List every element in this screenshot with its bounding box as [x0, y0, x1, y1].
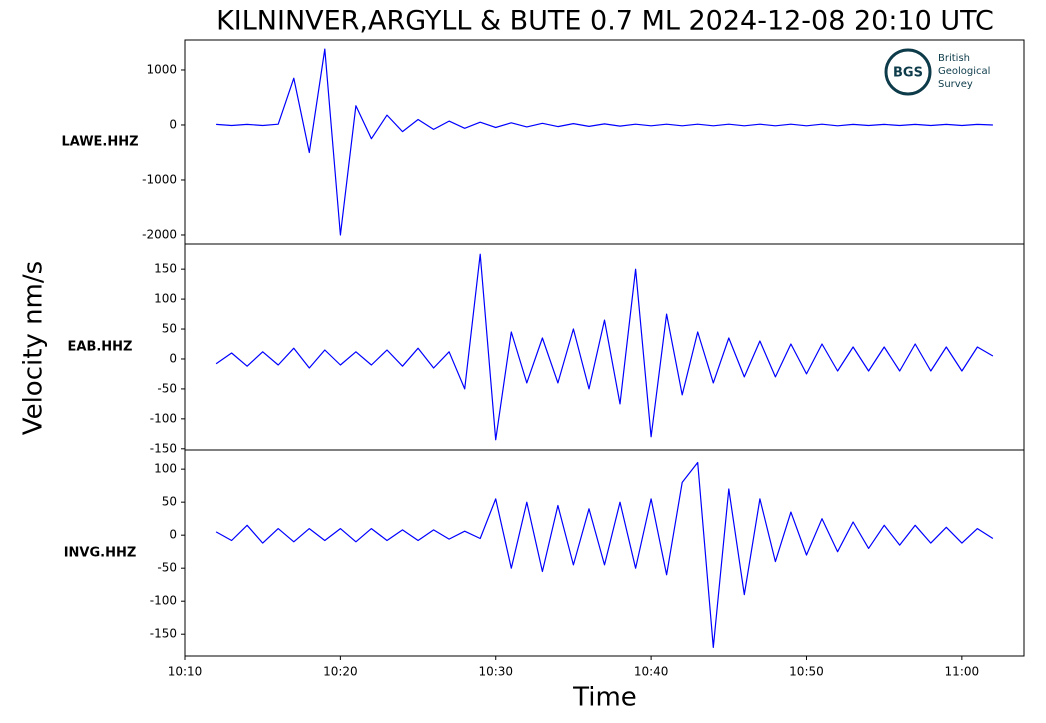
trace — [215, 253, 994, 441]
y-tick-label: 100 — [154, 292, 177, 306]
y-tick-label: -1000 — [142, 172, 177, 186]
y-tick-label: 100 — [154, 462, 177, 476]
station-label: EAB.HHZ — [68, 340, 133, 355]
x-axis-title: Time — [572, 683, 637, 713]
y-tick-label: -50 — [157, 561, 177, 575]
panel-frame — [184, 243, 1025, 451]
y-tick-label: 150 — [154, 262, 177, 276]
x-tick-label: 10:50 — [789, 665, 824, 679]
y-tick-label: -50 — [157, 381, 177, 395]
logo: BGS British Geological Survey — [884, 48, 990, 96]
logo-text: Survey — [938, 79, 973, 90]
x-tick-label: 10:20 — [323, 665, 358, 679]
x-tick-label: 11:00 — [945, 665, 980, 679]
y-tick-label: 0 — [169, 528, 177, 542]
x-tick-label: 10:40 — [634, 665, 669, 679]
logo-ring — [884, 48, 932, 96]
y-tick-label: 1000 — [146, 62, 177, 76]
y-tick-label: -100 — [150, 411, 177, 425]
x-tick-label: 10:30 — [478, 665, 513, 679]
logo-text: British — [938, 53, 970, 64]
chart-title: KILNINVER,ARGYLL & BUTE 0.7 ML 2024-12-0… — [216, 6, 994, 37]
trace — [216, 48, 993, 236]
y-tick-label: 0 — [169, 117, 177, 131]
y-tick-label: -2000 — [142, 227, 177, 241]
station-label: LAWE.HHZ — [61, 135, 138, 150]
y-tick-label: -100 — [150, 594, 177, 608]
panel-frame — [184, 449, 1025, 657]
station-label: INVG.HHZ — [64, 546, 137, 561]
y-tick-label: 50 — [162, 495, 177, 509]
y-tick-label: -150 — [150, 627, 177, 641]
logo-mark: BGS — [893, 66, 923, 81]
trace — [215, 461, 994, 648]
x-tick-label: 10:10 — [168, 665, 203, 679]
y-tick-label: -150 — [150, 441, 177, 455]
logo-text: Geological — [938, 66, 990, 77]
y-tick-label: 0 — [169, 351, 177, 365]
y-axis-title: Velocity nm/s — [19, 261, 49, 435]
y-tick-label: 50 — [162, 322, 177, 336]
